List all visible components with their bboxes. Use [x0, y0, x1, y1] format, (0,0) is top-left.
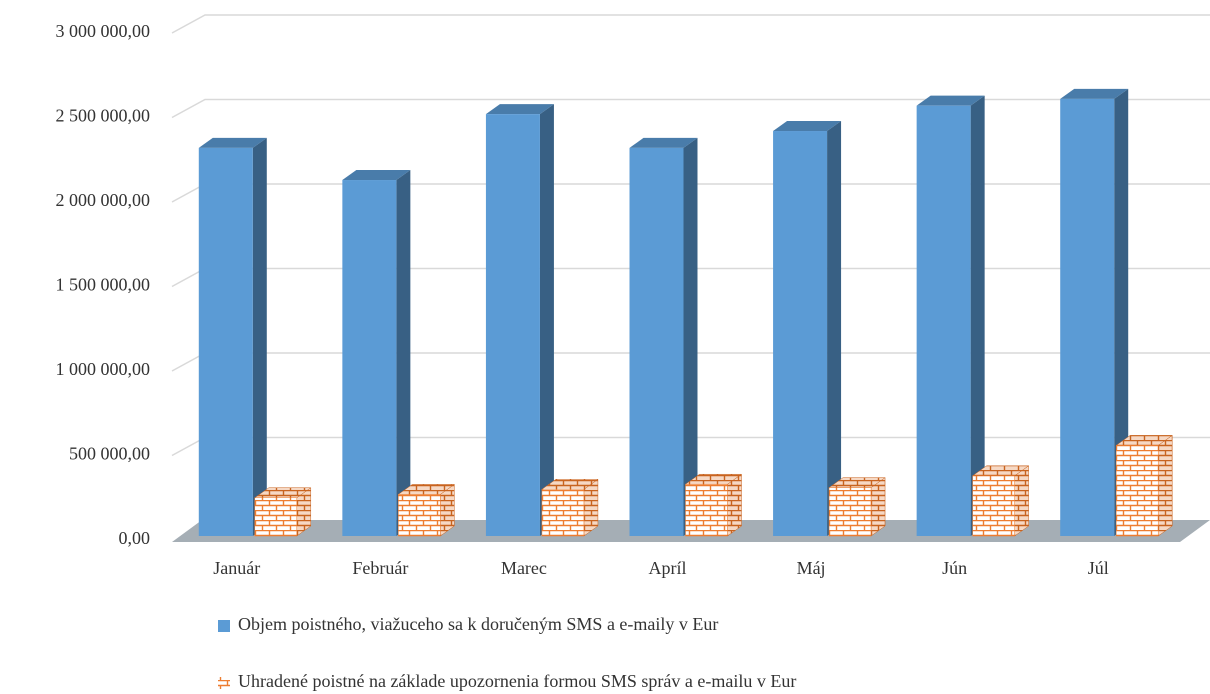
x-tick-label: Máj — [797, 558, 826, 578]
bar-side — [1157, 434, 1173, 537]
bar-front — [1060, 98, 1115, 536]
x-tick-label: Január — [213, 558, 260, 578]
bar-top — [773, 121, 842, 132]
bar-front — [916, 105, 971, 537]
y-tick-label: 500 000,00 — [69, 444, 150, 464]
bar-front — [685, 483, 728, 537]
bar — [541, 478, 599, 537]
y-tick-label: 2 000 000,00 — [56, 190, 151, 210]
bar-front — [342, 180, 397, 536]
bar-side — [683, 137, 698, 537]
bar-front — [828, 487, 872, 537]
bar-side — [970, 95, 985, 537]
bar-top — [1060, 88, 1129, 99]
bar — [1060, 88, 1129, 536]
legend-label: Objem poistného, viažuceho sa k doručený… — [238, 614, 718, 634]
bar-side — [827, 121, 842, 537]
x-tick-label: Marec — [501, 558, 547, 578]
legend-label: Uhradené poistné na základe upozornenia … — [238, 671, 796, 691]
bar-side — [1014, 465, 1029, 537]
x-tick-label: Júl — [1088, 558, 1109, 578]
grid-line — [171, 98, 1210, 119]
bar — [254, 487, 312, 537]
bar-top — [916, 95, 985, 106]
bar-top — [342, 170, 411, 181]
bar — [485, 104, 554, 537]
bar-side — [252, 137, 267, 537]
bar-front — [254, 497, 298, 537]
bar-side — [539, 104, 554, 537]
bar-front — [485, 114, 540, 537]
y-tick-label: 1 000 000,00 — [56, 359, 151, 379]
bar — [397, 483, 456, 537]
bar — [828, 477, 886, 537]
bar — [916, 95, 985, 537]
bar-top — [629, 137, 698, 148]
legend-swatch — [218, 677, 230, 689]
bar — [773, 121, 842, 537]
grid-line — [171, 14, 1210, 34]
y-tick-label: 0,00 — [119, 528, 151, 548]
bar-top — [485, 104, 554, 115]
bar — [684, 473, 743, 537]
bar-front — [773, 131, 828, 536]
legend-swatch — [218, 620, 230, 632]
bar-front — [541, 489, 585, 537]
bar — [1115, 434, 1173, 537]
bar-side — [396, 170, 411, 536]
bar-front — [398, 494, 441, 537]
bar — [342, 170, 411, 536]
bar-front — [198, 147, 253, 537]
y-tick-label: 3 000 000,00 — [56, 21, 151, 41]
y-tick-label: 1 500 000,00 — [56, 275, 151, 295]
bar-front — [1115, 445, 1159, 537]
bar-front — [972, 475, 1015, 537]
bar-front — [629, 147, 684, 537]
bar-side — [727, 473, 742, 537]
x-tick-label: Február — [352, 558, 408, 578]
bar — [971, 465, 1030, 537]
bar-top — [198, 137, 267, 148]
y-tick-label: 2 500 000,00 — [56, 106, 151, 126]
x-tick-label: Jún — [942, 558, 967, 578]
bar — [629, 137, 698, 537]
bar — [198, 137, 267, 537]
bar-side — [1114, 88, 1129, 536]
x-tick-label: Apríl — [649, 558, 687, 578]
